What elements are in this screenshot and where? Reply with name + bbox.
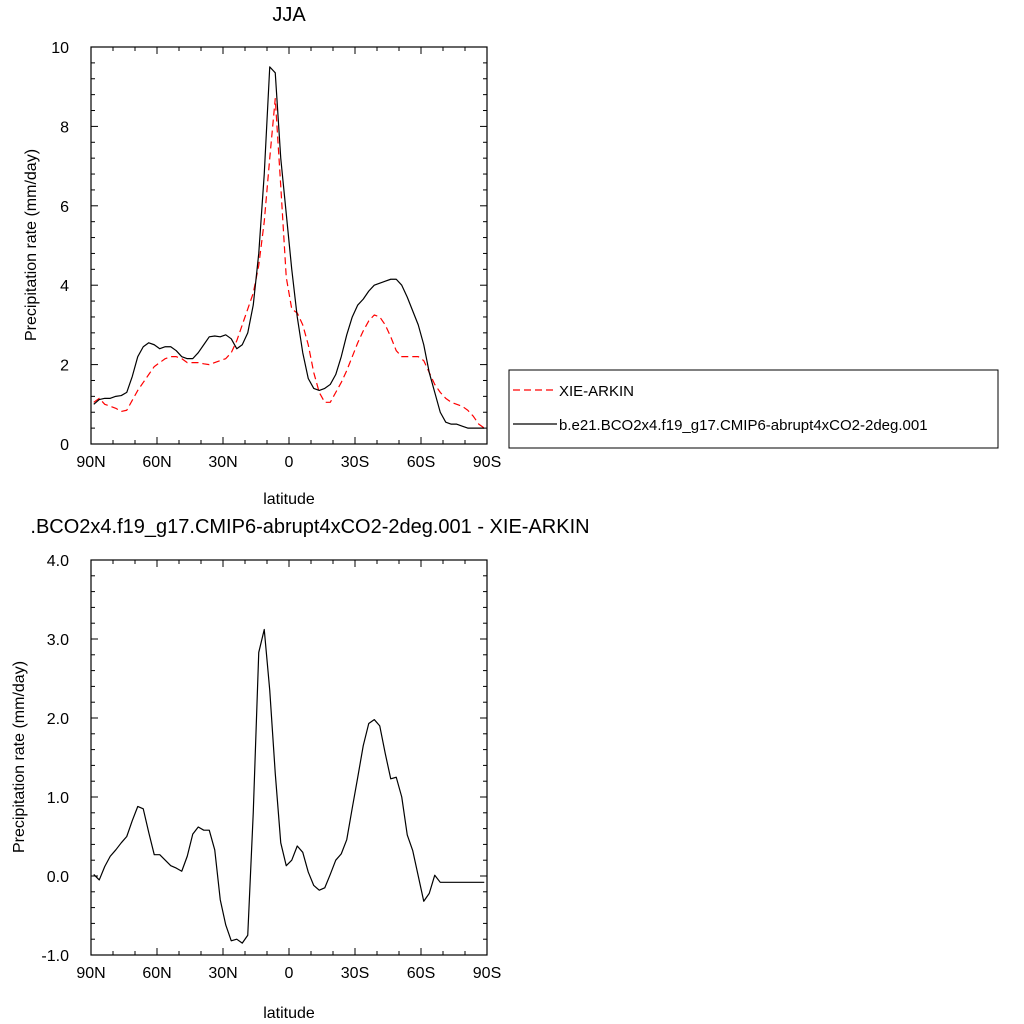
bottom-x-tick-label: 90N: [76, 965, 105, 982]
bottom-y-tick-label: 3.0: [47, 632, 69, 649]
top-chart-title: JJA: [272, 4, 306, 26]
bottom-y-tick-label: 0.0: [47, 869, 69, 886]
top-series-line-xie-arkin: [93, 98, 485, 429]
top-x-tick-label: 0: [285, 454, 294, 471]
top-series-line-b-e21-bco2x4-f19-g17-cmip6-abr: [93, 66, 485, 429]
top-y-tick-label: 10: [51, 40, 69, 57]
bottom-y-tick-label: 2.0: [47, 711, 69, 728]
bottom-y-tick-label: 1.0: [47, 790, 69, 807]
bottom-y-tick-label: -1.0: [41, 948, 69, 965]
top-x-tick-label: 60S: [407, 454, 435, 471]
bottom-plot-area: 90N 60N 30N 0 30S 60S 90S -1.0 0.0 1.0 2.0 3.0 4.0: [41, 553, 501, 982]
bottom-x-tick-label: 60S: [407, 965, 435, 982]
top-y-axis-label: Precipitation rate (mm/day): [23, 149, 40, 341]
bottom-x-tick-label: 30S: [341, 965, 369, 982]
bottom-series-line-series-0: [93, 628, 485, 944]
top-plot-area: 90N 60N 30N 0 30S 60S 90S 0 2 4 6 8 10: [51, 40, 501, 471]
top-x-tick-label: 90S: [473, 454, 501, 471]
bottom-y-axis-label: Precipitation rate (mm/day): [11, 661, 28, 853]
bottom-x-tick-label: 60N: [142, 965, 171, 982]
bottom-y-tick-label: 4.0: [47, 553, 69, 570]
legend-label-model: b.e21.BCO2x4.f19_g17.CMIP6-abrupt4xCO2-2…: [559, 417, 928, 434]
legend-label-xie-arkin: XIE-ARKIN: [559, 383, 634, 400]
legend: XIE-ARKIN b.e21.BCO2x4.f19_g17.CMIP6-abr…: [508, 369, 999, 449]
top-x-axis-label: latitude: [263, 491, 315, 508]
top-x-tick-label: 60N: [142, 454, 171, 471]
top-y-tick-label: 2: [60, 358, 69, 375]
top-y-tick-label: 8: [60, 119, 69, 136]
top-y-tick-label: 0: [60, 437, 69, 454]
legend-box: [508, 369, 999, 449]
bottom-chart-title: .BCO2x4.f19_g17.CMIP6-abrupt4xCO2-2deg.0…: [30, 516, 589, 538]
bottom-x-axis-label: latitude: [263, 1005, 315, 1022]
top-x-tick-label: 30N: [208, 454, 237, 471]
top-x-tick-label: 90N: [76, 454, 105, 471]
top-y-tick-label: 6: [60, 199, 69, 216]
bottom-x-tick-label: 0: [285, 965, 294, 982]
top-x-tick-label: 30S: [341, 454, 369, 471]
bottom-panel: .BCO2x4.f19_g17.CMIP6-abrupt4xCO2-2deg.0…: [11, 516, 590, 1022]
top-y-tick-label: 4: [60, 278, 69, 295]
bottom-x-tick-label: 90S: [473, 965, 501, 982]
bottom-x-tick-label: 30N: [208, 965, 237, 982]
